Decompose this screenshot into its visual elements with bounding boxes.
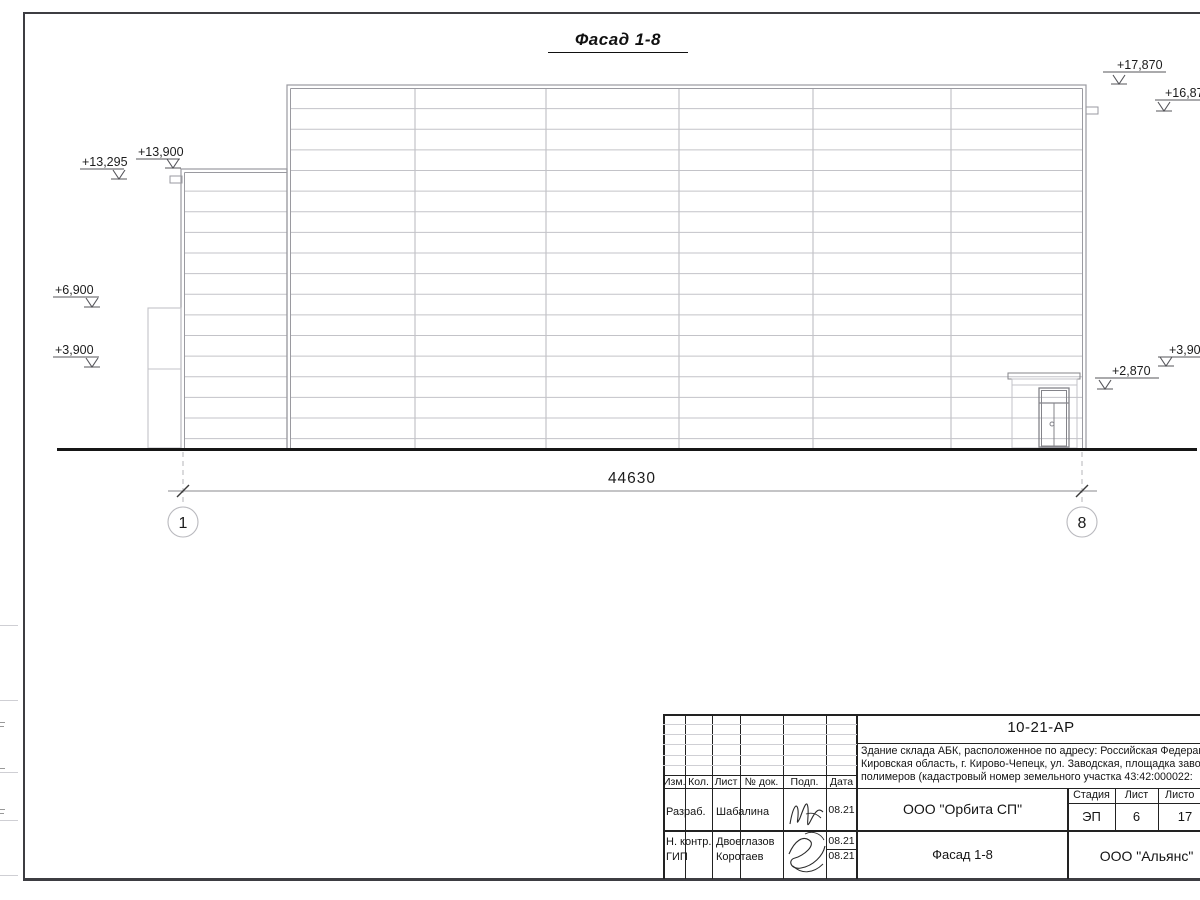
tb-firm: ООО "Альянс" (1099, 848, 1194, 864)
tb-description-line2: Кировская область, г. Кирово-Чепецк, ул.… (861, 758, 1200, 770)
tb-header-izm: Изм. (663, 776, 686, 788)
tb-sheet-title: Фасад 1-8 (932, 847, 993, 862)
tb-org: ООО "Орбита СП" (902, 801, 1023, 817)
tb-date-razrab: 08.21 (828, 804, 855, 816)
dimension-and-axes: 1 8 44630 (167, 452, 1098, 538)
sheet-frame-left (23, 12, 25, 880)
svg-text:+3,90: +3,90 (1169, 343, 1200, 357)
ground-line (57, 448, 1197, 451)
tb-header-list: Лист (714, 776, 738, 788)
tb-listov-value: 17 (1177, 809, 1193, 824)
svg-text:+16,87: +16,87 (1165, 86, 1200, 100)
tb-date-nkontr: 08.21 (828, 835, 855, 847)
svg-text:1: 1 (179, 515, 188, 532)
facade-panel-lines (184, 108, 1083, 440)
tb-header-ndok: № док. (744, 776, 779, 788)
tb-description-line1: Здание склада АБК, расположенное по адре… (861, 745, 1200, 757)
tb-name-razrab: Шабалина (716, 806, 770, 818)
elevation-marks: +13,295 +13,900 +6,900 +3,900 +17,870+16,87 +… (53, 58, 1200, 390)
building-outline (147, 84, 1099, 450)
svg-text:+17,870: +17,870 (1117, 58, 1163, 72)
tb-listov-header: Листо (1165, 789, 1195, 801)
svg-text:+6,900: +6,900 (55, 283, 94, 297)
facade-title: Фасад 1-8 (548, 30, 688, 53)
tb-doc-number: 10-21-АР (1007, 719, 1075, 736)
tb-role-razrab: Разраб. (666, 806, 706, 818)
svg-text:+2,870: +2,870 (1112, 364, 1151, 378)
facade-vertical-joints (414, 88, 952, 449)
svg-text:+3,900: +3,900 (55, 343, 94, 357)
tb-header-kol: Кол. (688, 776, 709, 788)
tb-list-value: 6 (1132, 809, 1141, 824)
svg-text:+13,900: +13,900 (138, 145, 184, 159)
sheet-frame-bottom (23, 878, 1200, 881)
sheet-frame-top (23, 12, 1200, 14)
tb-role-gip: ГИП (666, 851, 688, 863)
tb-description-line3: полимеров (кадастровый номер земельного … (861, 771, 1193, 783)
tb-list-header: Лист (1124, 789, 1149, 801)
tb-stage-header: Стадия (1073, 789, 1110, 801)
tb-name-nkontr: Двоеглазов (716, 836, 775, 848)
svg-text:44630: 44630 (608, 470, 656, 487)
signature-razrab (789, 803, 824, 826)
entrance-door (1007, 372, 1081, 449)
tb-stage-value: ЭП (1082, 809, 1101, 824)
tb-header-podp: Подп. (790, 776, 819, 788)
tb-role-nkontr: Н. контр. (666, 836, 712, 848)
svg-text:+13,295: +13,295 (82, 155, 128, 169)
tb-name-gip: Коротаев (716, 851, 764, 863)
svg-text:8: 8 (1078, 515, 1087, 532)
signature-gip (788, 831, 826, 873)
tb-date-gip: 08.21 (828, 850, 855, 862)
tb-header-data: Дата (829, 776, 854, 788)
